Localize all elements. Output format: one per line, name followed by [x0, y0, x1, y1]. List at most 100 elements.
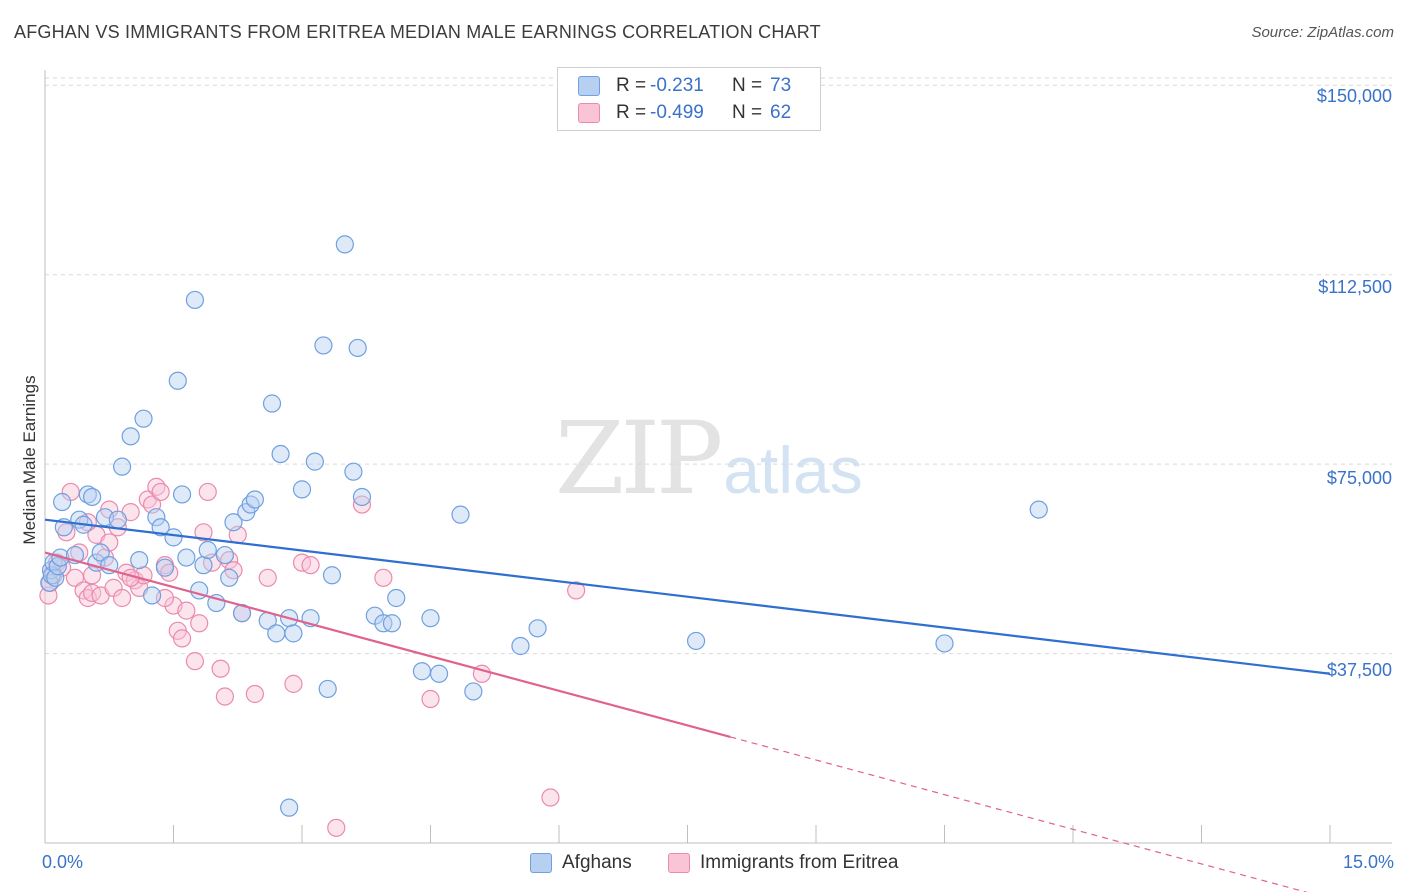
afghan-point — [387, 588, 406, 608]
eritrea-trendline-extension — [730, 736, 1308, 892]
x-tick-label-max: 15.0% — [1342, 852, 1394, 872]
afghan-point — [46, 568, 65, 587]
n-label: N = — [732, 102, 763, 123]
eritrea-point — [421, 689, 440, 709]
y-tick-label: $75,000 — [1326, 468, 1392, 488]
afghan-point — [53, 492, 72, 512]
eritrea-point — [258, 568, 277, 587]
afghan-point — [147, 508, 166, 527]
r-value: -0.499 — [650, 102, 704, 123]
afghan-point — [164, 528, 183, 547]
eritrea-point — [177, 601, 196, 620]
afghan-point — [318, 679, 337, 699]
eritrea-point — [541, 788, 560, 807]
legend-item-eritrea[interactable]: Immigrants from Eritrea — [668, 852, 898, 874]
afghan-point — [224, 513, 243, 532]
afghan-point — [464, 682, 483, 701]
source-label: Source: ZipAtlas.com — [1251, 24, 1394, 41]
watermark-zip: ZIP — [555, 400, 723, 517]
afghan-point — [528, 619, 547, 638]
legend-item-afghans[interactable]: Afghans — [530, 852, 632, 874]
afghan-point — [271, 444, 290, 464]
eritrea-point — [185, 652, 205, 671]
afghan-point — [134, 409, 153, 428]
afghan-point — [142, 586, 162, 605]
x-tick-label-min: 0.0% — [42, 852, 84, 872]
eritrea-point — [198, 482, 217, 502]
afghan-point — [194, 556, 213, 575]
afghan-point — [284, 624, 303, 643]
y-axis-title: Median Male Earnings — [20, 375, 39, 545]
afghan-point — [108, 510, 127, 529]
afghan-point — [215, 545, 234, 565]
afghan-point — [1029, 500, 1048, 519]
n-label: N = — [732, 75, 763, 96]
afghans-swatch — [578, 76, 600, 96]
afghan-point — [451, 505, 470, 524]
afghan-point — [314, 336, 333, 355]
afghan-point — [292, 480, 312, 499]
legend-label: Immigrants from Eritrea — [700, 852, 899, 873]
afghan-point — [83, 487, 102, 507]
legend-row-afghans: R = -0.231 N = 73 — [558, 73, 791, 99]
afghan-point — [429, 664, 449, 683]
legend-label: Afghans — [562, 852, 632, 873]
eritrea-swatch — [668, 853, 690, 873]
afghan-point — [280, 798, 299, 817]
y-tick-label: $150,000 — [1316, 86, 1392, 106]
r-value: -0.231 — [650, 75, 704, 96]
afghan-point — [185, 290, 205, 310]
afghan-point — [262, 394, 282, 413]
y-tick-label: $112,500 — [1318, 277, 1392, 297]
y-tick-label: $37,500 — [1326, 660, 1392, 680]
eritrea-point — [374, 568, 393, 587]
afghan-point — [382, 614, 402, 633]
eritrea-point — [245, 684, 264, 704]
afghan-point — [130, 551, 149, 570]
eritrea-trendline — [44, 551, 731, 738]
chart-title: AFGHAN VS IMMIGRANTS FROM ERITREA MEDIAN… — [14, 22, 821, 42]
eritrea-point — [352, 495, 372, 514]
afghan-point — [151, 518, 170, 537]
eritrea-point — [327, 818, 346, 837]
n-value: 73 — [770, 75, 792, 96]
afghan-point — [335, 235, 354, 254]
eritrea-point — [190, 614, 209, 633]
afghan-point — [352, 487, 372, 507]
eritrea-point — [567, 581, 586, 600]
afghan-point — [155, 558, 175, 577]
afghan-point — [935, 634, 954, 653]
eritrea-point — [151, 482, 170, 502]
eritrea-point — [211, 659, 230, 678]
afghan-point — [348, 338, 367, 358]
afghan-point — [198, 540, 217, 560]
r-label: R = — [616, 102, 647, 123]
afghan-point — [245, 490, 264, 509]
afghan-point — [172, 485, 192, 504]
afghan-point — [220, 568, 239, 587]
afghan-point — [421, 609, 440, 628]
eritrea-swatch — [578, 103, 600, 123]
afghan-point — [177, 548, 196, 567]
afghan-point — [121, 427, 140, 446]
eritrea-point — [194, 523, 213, 542]
afghan-point — [344, 462, 363, 481]
afghan-point — [112, 457, 132, 476]
afghan-point — [91, 543, 110, 562]
eritrea-point — [284, 674, 303, 693]
eritrea-point — [57, 523, 76, 542]
afghan-point — [412, 662, 432, 681]
afghans-swatch — [530, 853, 552, 873]
afghan-point — [511, 636, 530, 656]
afghan-point — [322, 566, 342, 585]
afghan-point — [168, 371, 187, 390]
stats-legend: R = -0.231 N = 73 R = -0.499 N = 62 — [557, 67, 821, 131]
n-value: 62 — [770, 102, 792, 123]
afghan-point — [267, 624, 286, 643]
afghans-trendline — [44, 518, 1331, 675]
series-legend: Afghans Immigrants from Eritrea — [0, 852, 1406, 876]
eritrea-point — [301, 556, 320, 575]
afghan-point — [305, 452, 324, 471]
r-label: R = — [616, 75, 647, 96]
